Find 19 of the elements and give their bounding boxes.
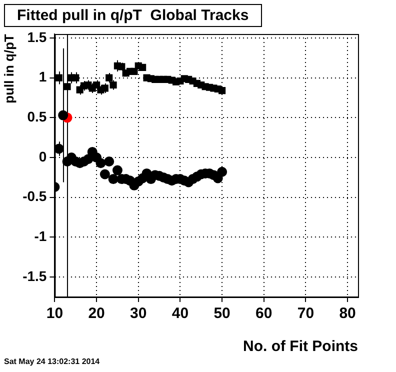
x-tick-label: 40 (172, 305, 189, 322)
x-tick-label: 70 (297, 305, 314, 322)
x-tick-label: 10 (46, 305, 64, 322)
x-tick-label: 30 (130, 305, 147, 322)
x-tick-label: 20 (88, 305, 105, 322)
chart-title: Fitted pull in q/pT Global Tracks (4, 4, 262, 27)
y-tick-label: 1 (38, 68, 47, 85)
y-tick-label: -1 (34, 228, 47, 244)
y-axis-title: pull in q/pT (1, 34, 16, 104)
y-tick-label: 0.5 (27, 108, 47, 125)
x-tick-label: 50 (214, 305, 230, 322)
y-tick-label: -1.5 (22, 268, 47, 284)
x-tick-label: 80 (339, 305, 356, 322)
y-tick-label: 1.5 (27, 28, 47, 45)
text: Sat May 24 13:02:31 2014 (4, 357, 100, 366)
y-tick-label: -0.5 (22, 188, 47, 204)
x-tick-label: 60 (256, 305, 272, 322)
y-tick-label: 0 (38, 148, 47, 164)
x-axis-title: No. of Fit Points (243, 338, 358, 356)
